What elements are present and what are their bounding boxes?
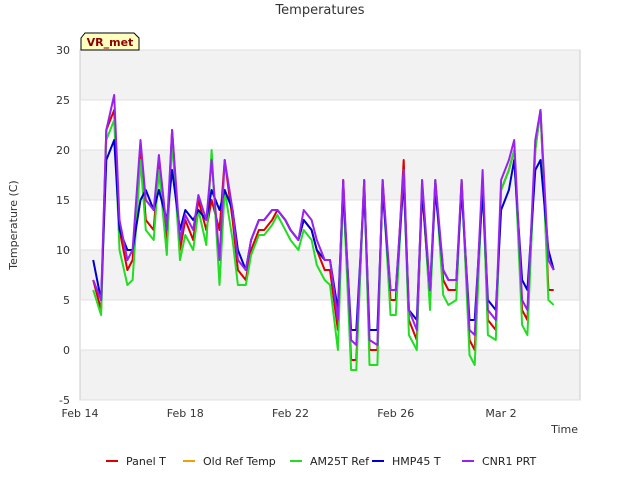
legend-label: Old Ref Temp [203,455,276,468]
y-axis-ticks: -5 0 5 10 15 20 25 30 [56,44,70,407]
y-tick-label: 10 [56,244,70,257]
series-line-cnr1-prt [92,94,555,346]
chart-title: Temperatures [274,3,364,18]
legend-label: Panel T [126,455,166,468]
y-tick-label: 30 [56,44,70,57]
x-tick-label: Feb 22 [272,407,309,420]
y-tick-label: 20 [56,144,70,157]
y-tick-label: 5 [63,294,70,307]
y-tick-label: 15 [56,194,70,207]
grid-band [80,350,580,400]
legend-label: HMP45 T [392,455,441,468]
vr-met-badge: VR_met [80,32,140,51]
grid-band [80,50,580,100]
legend: Panel T Old Ref Temp AM25T Ref HMP45 T CNR1 … [106,455,537,468]
x-tick-label: Mar 2 [485,407,516,420]
x-tick-label: Feb 26 [377,407,414,420]
x-axis-title: Time [550,423,578,436]
x-tick-label: Feb 14 [62,407,99,420]
y-tick-label: 25 [56,94,70,107]
y-tick-label: 0 [63,344,70,357]
legend-label: AM25T Ref [310,455,370,468]
y-tick-label: -5 [59,394,70,407]
x-tick-label: Feb 18 [167,407,204,420]
y-axis-title: Temperature (C) [7,180,20,270]
legend-label: CNR1 PRT [482,455,537,468]
x-axis-ticks: Feb 14 Feb 18 Feb 22 Feb 26 Mar 2 [62,407,517,420]
series-layer [92,94,555,371]
grid [80,49,580,401]
plot-background [79,49,581,401]
badge-label: VR_met [87,36,134,49]
badge-box [80,32,140,51]
